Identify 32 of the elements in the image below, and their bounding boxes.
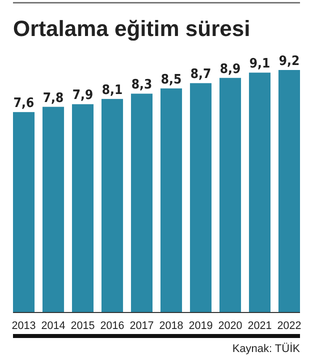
x-tick-label: 2020 — [218, 320, 243, 332]
x-tick-label: 2021 — [248, 320, 272, 332]
data-label: 8,5 — [160, 72, 182, 88]
data-label: 9,2 — [278, 54, 300, 69]
bar — [219, 78, 242, 312]
data-label: 8,1 — [102, 82, 123, 98]
chart-title: Ortalama eğitim süresi — [13, 16, 250, 41]
x-tick-label: 2022 — [277, 320, 302, 332]
bar — [160, 88, 182, 312]
data-label: 9,1 — [249, 56, 270, 72]
data-label: 8,9 — [220, 62, 241, 77]
data-label: 8,3 — [131, 78, 152, 93]
x-tick-label: 2019 — [188, 320, 214, 332]
bar — [72, 104, 94, 312]
x-tick-label: 2013 — [12, 320, 36, 332]
text: Kaynak: TÜİK — [232, 342, 301, 355]
bar — [278, 70, 300, 312]
bar — [13, 112, 35, 312]
data-label: 7,8 — [42, 90, 64, 106]
data-label: 8,7 — [190, 67, 212, 82]
x-tick-label: 2018 — [159, 320, 184, 332]
x-tick-label: 2016 — [100, 320, 125, 332]
bar — [130, 94, 153, 312]
data-label: 7,9 — [72, 88, 94, 104]
bar — [248, 72, 271, 312]
x-tick-label: 2017 — [130, 320, 154, 332]
bar — [42, 106, 64, 312]
bar — [190, 83, 212, 312]
data-label: 7,6 — [13, 96, 34, 112]
bar — [101, 98, 124, 312]
x-tick-label: 2014 — [41, 320, 66, 332]
x-tick-label: 2015 — [70, 320, 96, 332]
